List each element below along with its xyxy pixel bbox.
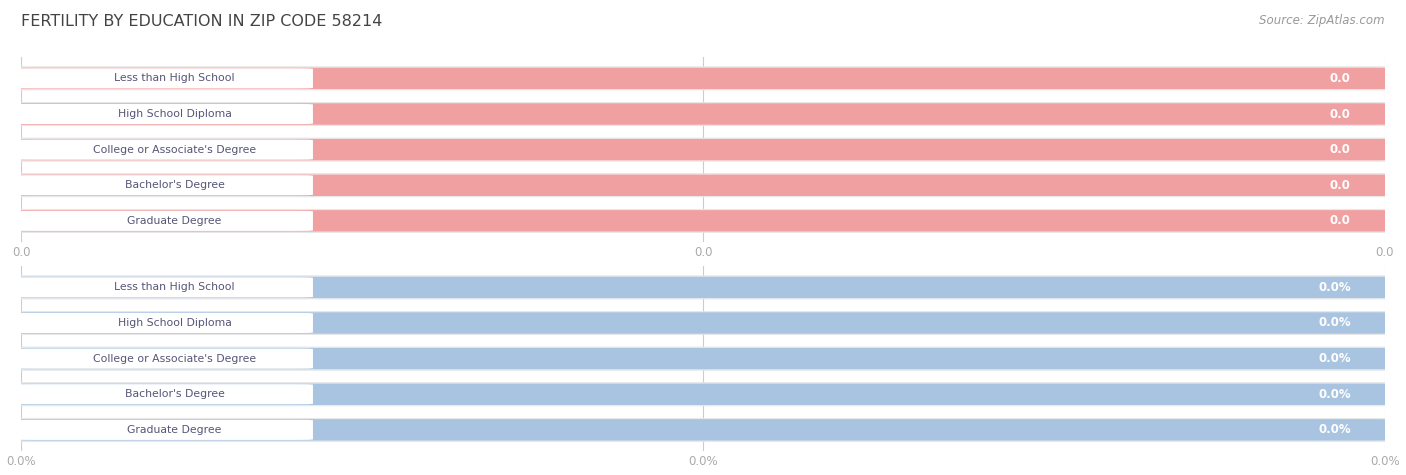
FancyBboxPatch shape	[7, 312, 1399, 334]
Text: 0.0: 0.0	[1330, 143, 1351, 156]
FancyBboxPatch shape	[11, 383, 1395, 405]
Text: Less than High School: Less than High School	[114, 282, 235, 293]
FancyBboxPatch shape	[7, 138, 1399, 161]
Text: 0.0%: 0.0%	[1319, 316, 1351, 330]
Text: Bachelor's Degree: Bachelor's Degree	[125, 389, 225, 399]
Text: Graduate Degree: Graduate Degree	[128, 216, 222, 226]
FancyBboxPatch shape	[14, 384, 314, 404]
Text: 0.0%: 0.0%	[1319, 281, 1351, 294]
FancyBboxPatch shape	[14, 211, 314, 231]
Text: 0.0%: 0.0%	[1319, 388, 1351, 401]
FancyBboxPatch shape	[14, 277, 314, 297]
Text: College or Associate's Degree: College or Associate's Degree	[93, 353, 256, 364]
FancyBboxPatch shape	[7, 383, 1399, 406]
Text: 0.0%: 0.0%	[1319, 423, 1351, 437]
FancyBboxPatch shape	[11, 276, 1395, 298]
Text: Source: ZipAtlas.com: Source: ZipAtlas.com	[1260, 14, 1385, 27]
FancyBboxPatch shape	[7, 174, 1399, 197]
Text: High School Diploma: High School Diploma	[118, 109, 232, 119]
Text: 0.0: 0.0	[1330, 72, 1351, 85]
FancyBboxPatch shape	[14, 349, 314, 369]
Text: 0.0%: 0.0%	[1319, 352, 1351, 365]
FancyBboxPatch shape	[7, 67, 1399, 90]
FancyBboxPatch shape	[7, 103, 1399, 125]
FancyBboxPatch shape	[14, 175, 314, 195]
Text: Graduate Degree: Graduate Degree	[128, 425, 222, 435]
FancyBboxPatch shape	[7, 209, 1399, 232]
FancyBboxPatch shape	[14, 140, 314, 160]
FancyBboxPatch shape	[7, 347, 1399, 370]
FancyBboxPatch shape	[14, 104, 314, 124]
Text: High School Diploma: High School Diploma	[118, 318, 232, 328]
FancyBboxPatch shape	[11, 67, 1395, 89]
FancyBboxPatch shape	[11, 419, 1395, 441]
Text: 0.0: 0.0	[1330, 214, 1351, 228]
FancyBboxPatch shape	[11, 103, 1395, 125]
Text: Bachelor's Degree: Bachelor's Degree	[125, 180, 225, 190]
FancyBboxPatch shape	[14, 68, 314, 88]
Text: 0.0: 0.0	[1330, 107, 1351, 121]
FancyBboxPatch shape	[14, 420, 314, 440]
FancyBboxPatch shape	[11, 174, 1395, 196]
FancyBboxPatch shape	[11, 348, 1395, 370]
FancyBboxPatch shape	[7, 276, 1399, 299]
FancyBboxPatch shape	[7, 418, 1399, 441]
FancyBboxPatch shape	[11, 139, 1395, 161]
FancyBboxPatch shape	[11, 210, 1395, 232]
Text: Less than High School: Less than High School	[114, 73, 235, 84]
Text: FERTILITY BY EDUCATION IN ZIP CODE 58214: FERTILITY BY EDUCATION IN ZIP CODE 58214	[21, 14, 382, 29]
FancyBboxPatch shape	[11, 312, 1395, 334]
Text: 0.0: 0.0	[1330, 179, 1351, 192]
Text: College or Associate's Degree: College or Associate's Degree	[93, 144, 256, 155]
FancyBboxPatch shape	[14, 313, 314, 333]
